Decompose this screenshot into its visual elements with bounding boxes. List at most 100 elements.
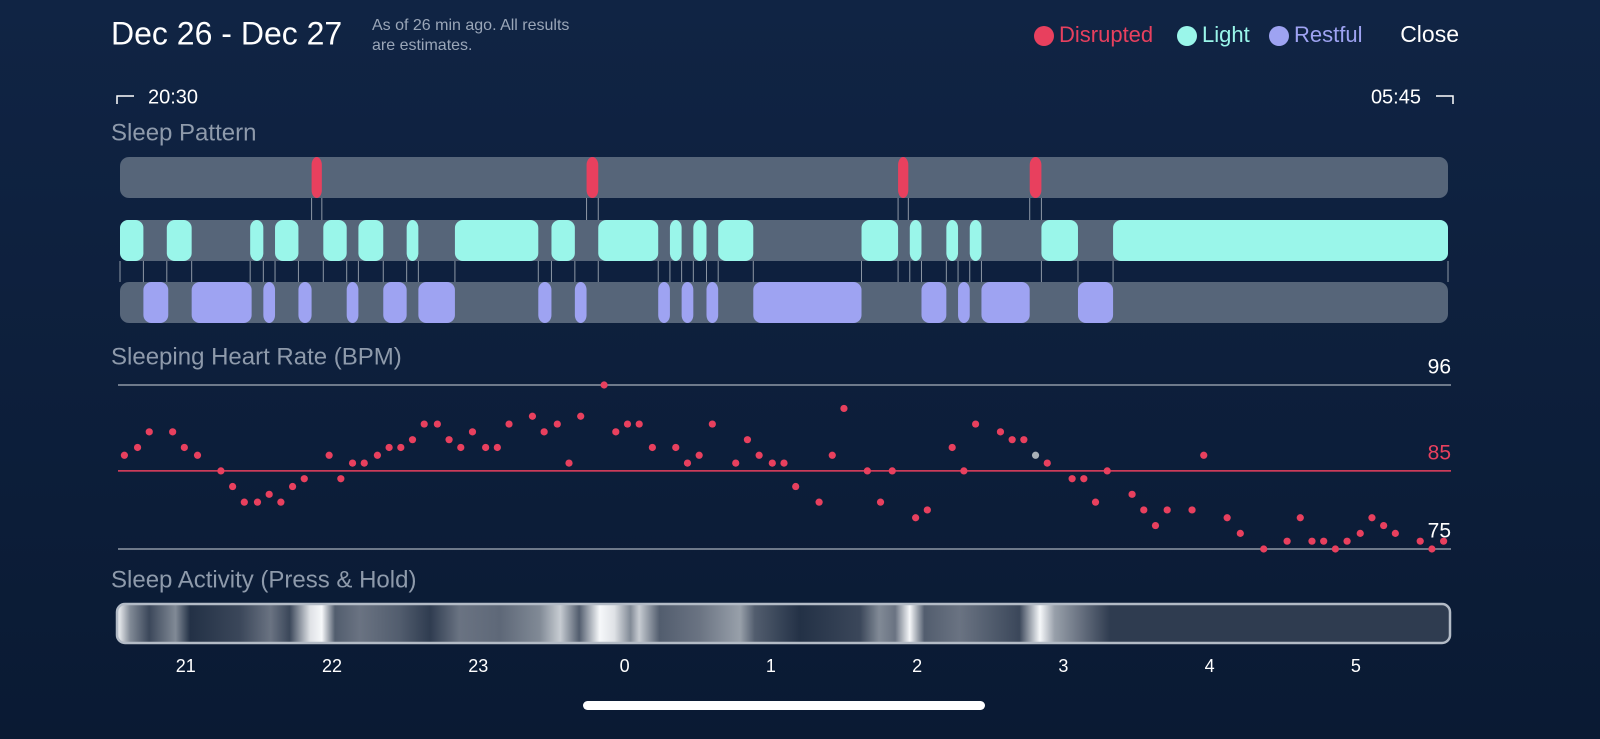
heart-rate-point [960,467,968,475]
legend-label: Light [1202,22,1250,47]
segment [143,282,169,323]
heart-rate-point [1260,545,1268,553]
heart-rate-point [288,482,297,491]
segment [166,220,192,261]
segment [706,282,719,323]
heart-rate-point [612,428,620,436]
start-time: 20:30 [148,86,198,108]
heart-rate-point [623,420,632,428]
heart-rate-point [1008,436,1016,444]
heart-rate-point [277,498,285,506]
segment [681,282,694,323]
heart-rate-point [948,443,956,452]
heart-rate-point [240,498,248,506]
heart-rate-point [420,420,428,428]
heart-rate-point [145,428,153,436]
segment [921,282,947,323]
heart-rate-point [876,498,885,506]
x-tick-label: 1 [766,656,776,676]
heart-rate-point [1223,514,1231,522]
heart-rate-point [120,451,128,459]
heart-rate-point [408,436,417,444]
segment [598,220,659,261]
heart-rate-point [169,428,177,436]
heart-rate-point [433,420,441,428]
heart-rate-point [695,451,703,459]
heart-rate-point [1343,537,1351,545]
heart-rate-point [755,451,763,459]
x-tick-label: 5 [1351,656,1361,676]
x-tick-label: 0 [620,656,630,676]
segment [191,282,252,323]
heart-rate-point [1188,506,1196,514]
close-button[interactable]: Close [1400,21,1459,47]
x-tick-label: 23 [468,656,488,676]
heart-rate-point [888,467,896,475]
legend-dot [1177,26,1197,46]
segment [263,282,276,323]
heart-rate-point [337,475,345,483]
heart-rate-point [217,467,225,475]
heart-rate-point [1236,529,1244,537]
segment [551,220,575,261]
segment [538,282,552,323]
heart-rate-point [1068,475,1076,483]
segment [658,282,670,323]
heart-rate-point [828,451,836,459]
heart-rate-point [1391,529,1399,537]
x-tick-label: 4 [1205,656,1215,676]
segment [861,220,899,261]
heart-rate-point [265,490,273,498]
segment [981,282,1030,323]
segment [586,157,599,198]
segment [311,157,322,198]
segment [418,282,455,323]
heart-rate-point [1151,521,1160,530]
heart-rate-point [1163,506,1171,514]
section-title: Sleeping Heart Rate (BPM) [111,343,402,370]
heart-rate-point [1020,436,1028,444]
subtitle: As of 26 min ago. All results [372,17,569,34]
y-tick-label: 75 [1428,520,1451,543]
subtitle: are estimates. [372,37,472,54]
heart-rate-point [1283,537,1291,545]
legend-dot [1269,26,1289,46]
heart-rate-point [863,467,871,475]
heart-rate-point [300,475,308,483]
end-bracket [1436,95,1454,104]
x-tick-label: 22 [322,656,342,676]
y-tick-label: 96 [1428,356,1451,379]
heart-rate-point [397,443,405,452]
heart-rate-point [445,436,453,444]
heart-rate-point [482,443,490,452]
segment [1029,157,1042,198]
x-tick-label: 2 [912,656,922,676]
heart-rate-point [193,451,202,459]
heart-rate-point [348,459,357,467]
segment [669,220,682,261]
heart-rate-point [360,459,368,467]
heart-rate-point [1320,537,1328,545]
segment [753,282,862,323]
segment [1041,220,1078,261]
heart-rate-point [971,420,980,428]
heart-rate-point [923,506,931,514]
segment [383,282,407,323]
legend-label: Restful [1294,22,1362,47]
heart-rate-point [732,459,740,467]
end-time: 05:45 [1371,86,1421,108]
heart-rate-point [325,451,333,459]
heart-rate-point [780,459,788,467]
section-title: Sleep Pattern [111,119,256,146]
heart-rate-point [1043,459,1051,467]
segment [406,220,419,261]
heart-rate-point [505,420,513,428]
heart-rate-point [672,443,680,452]
heart-rate-point [528,412,537,420]
heart-rate-point [253,498,262,506]
heart-rate-point [1331,545,1339,553]
segment [1113,220,1448,261]
segment [958,282,970,323]
segment [323,220,347,261]
segment [358,220,384,261]
